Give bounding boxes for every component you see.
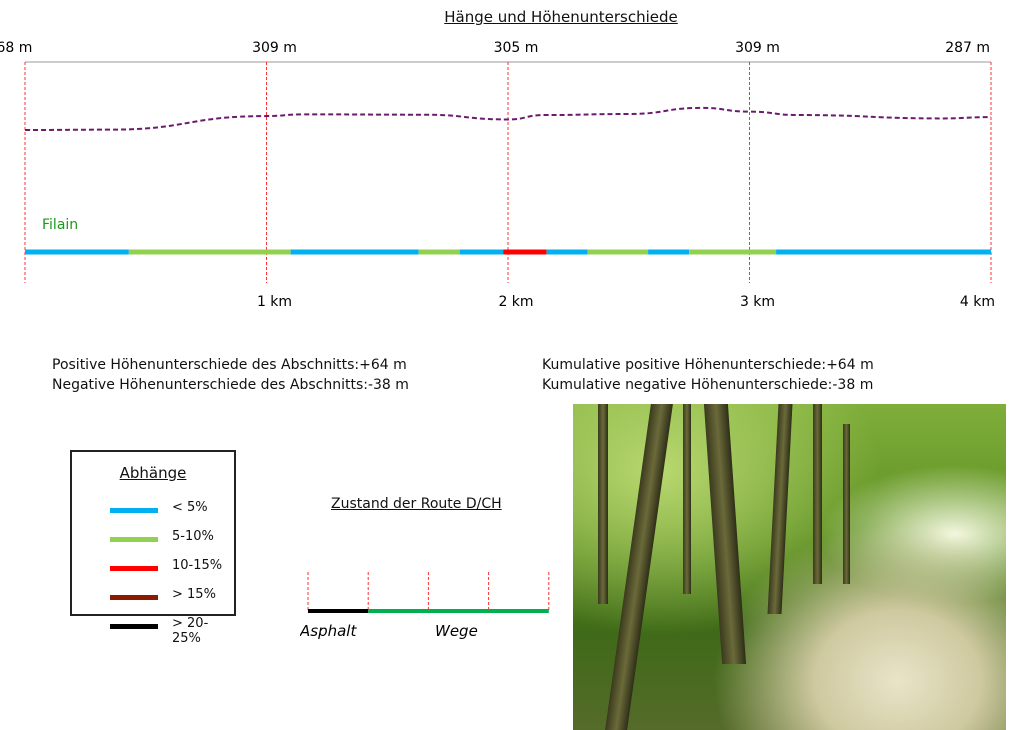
legend-title: Abhänge <box>119 464 187 482</box>
legend-label: 10-15% <box>172 558 223 573</box>
elevation-label: 309 m <box>735 40 780 56</box>
stat-neg-section: Negative Höhenunterschiede des Abschnitt… <box>52 377 409 393</box>
legend-label: < 5% <box>172 500 208 515</box>
legend-swatch <box>110 537 158 542</box>
elevation-label: 287 m <box>945 40 990 56</box>
km-tick-label: 3 km <box>740 294 775 310</box>
place-label-filain: Filain <box>42 217 78 233</box>
slope-legend: Abhänge < 5% 5-10% 10-15% > 15% > 20-25% <box>70 450 236 646</box>
elevation-label: 268 m <box>0 40 32 56</box>
stat-pos-cumulative: Kumulative positive Höhenunterschiede:+6… <box>542 357 874 373</box>
km-tick-label: 1 km <box>257 294 292 310</box>
elevation-chart: 268 m 309 m 1 km 305 m 2 km 309 m 3 km 287 m 4 k… <box>0 40 995 310</box>
km-tick-label: 2 km <box>498 294 533 310</box>
stat-pos-section: Positive Höhenunterschiede des Abschnitt… <box>52 357 407 373</box>
elevation-label: 309 m <box>252 40 297 56</box>
legend-swatch <box>110 508 158 513</box>
elevation-label: 305 m <box>494 40 539 56</box>
route-segment-label: Wege <box>435 622 478 640</box>
chart-title: Hänge und Höhenunterschiede <box>444 8 678 26</box>
km-tick-label: 4 km <box>960 294 995 310</box>
legend-swatch <box>110 566 158 571</box>
route-segment-label: Asphalt <box>300 622 357 640</box>
legend-swatch <box>110 595 158 600</box>
stat-neg-cumulative: Kumulative negative Höhenunterschiede:-3… <box>542 377 874 393</box>
forest-path-photo <box>573 404 1006 730</box>
legend-label: > 20-25% <box>172 616 209 646</box>
elevation-profile-line <box>24 106 992 131</box>
route-condition-chart: Asphalt Wege <box>300 572 550 640</box>
legend-label: > 15% <box>172 587 216 602</box>
legend-swatch <box>110 624 158 629</box>
route-title: Zustand der Route D/CH <box>331 496 502 512</box>
legend-label: 5-10% <box>172 529 214 544</box>
